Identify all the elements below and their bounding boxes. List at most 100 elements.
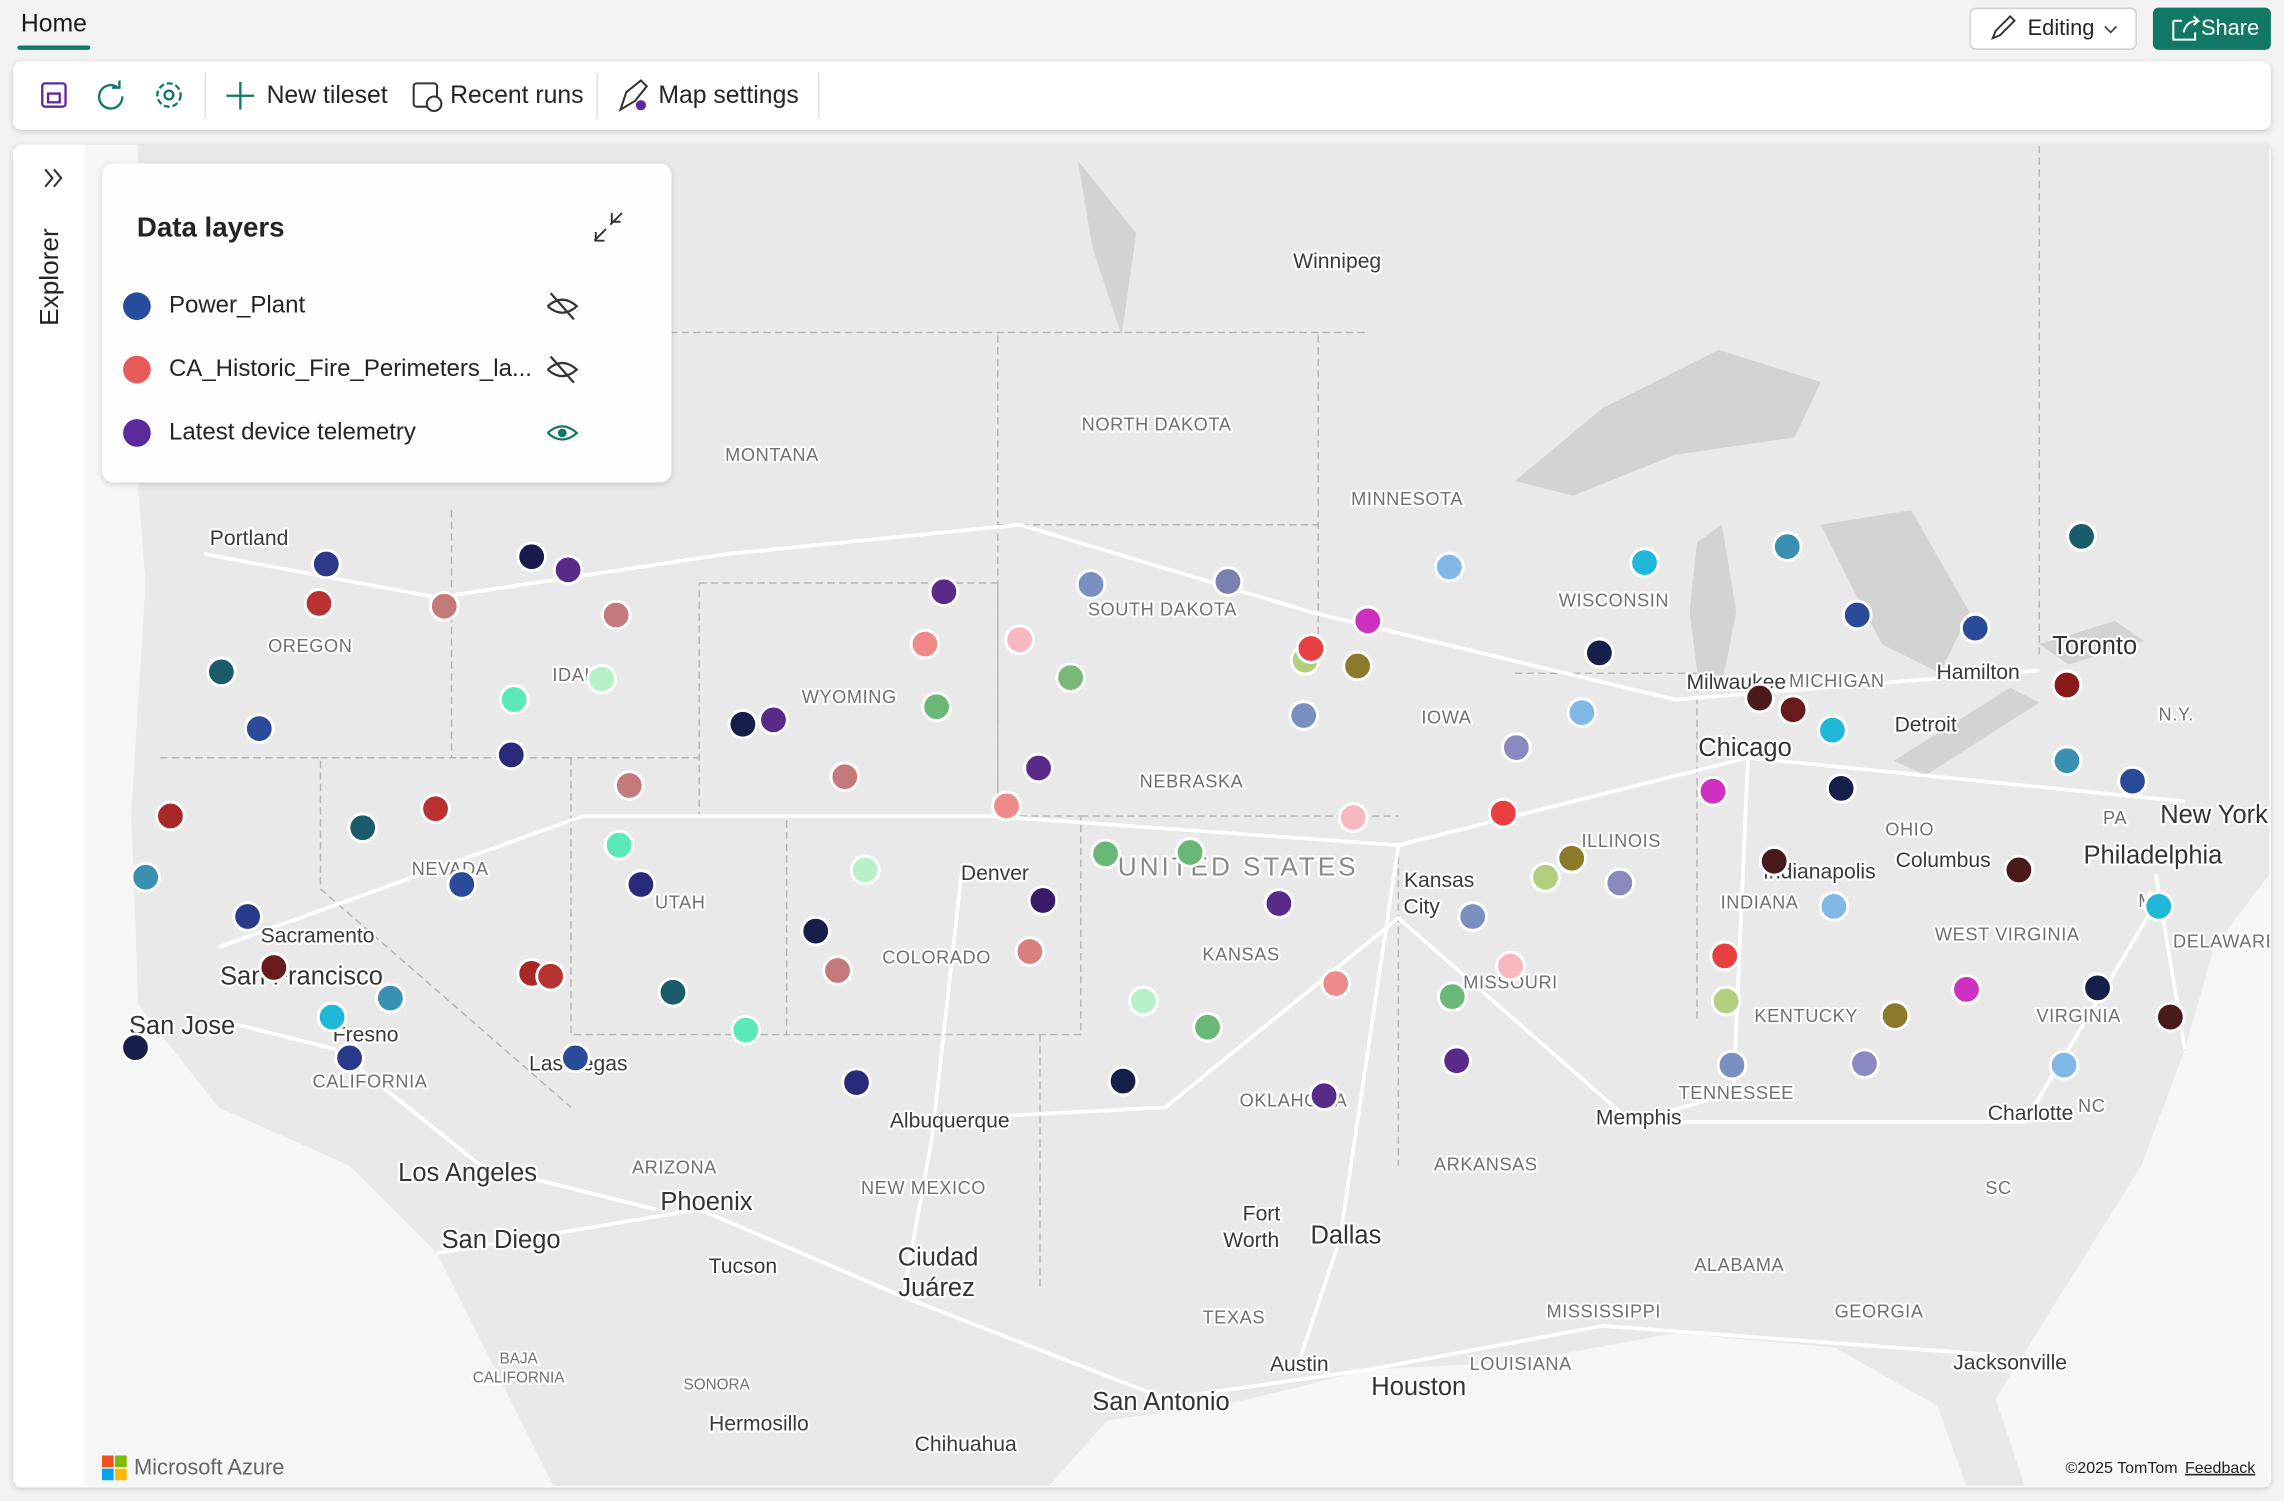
telemetry-point[interactable] <box>2143 891 2175 922</box>
telemetry-point[interactable] <box>991 790 1022 822</box>
telemetry-point[interactable] <box>1212 566 1244 597</box>
layer-name[interactable]: Latest device telemetry <box>169 418 416 445</box>
telemetry-point[interactable] <box>758 704 789 736</box>
telemetry-point[interactable] <box>1436 981 1468 1012</box>
telemetry-point[interactable] <box>1457 901 1488 932</box>
telemetry-point[interactable] <box>1959 612 1991 644</box>
telemetry-point[interactable] <box>498 684 530 715</box>
telemetry-point[interactable] <box>1342 650 1373 682</box>
telemetry-point[interactable] <box>800 915 832 947</box>
telemetry-point[interactable] <box>1744 682 1775 714</box>
telemetry-point[interactable] <box>2051 669 2083 701</box>
telemetry-point[interactable] <box>1818 891 1850 922</box>
hidden-icon[interactable] <box>546 292 579 321</box>
visible-icon[interactable] <box>546 425 579 441</box>
telemetry-point[interactable] <box>428 590 460 622</box>
telemetry-point[interactable] <box>1584 637 1615 669</box>
telemetry-point[interactable] <box>303 588 335 619</box>
telemetry-point[interactable] <box>1817 714 1848 746</box>
telemetry-point[interactable] <box>1951 974 1982 1005</box>
telemetry-point[interactable] <box>243 713 275 744</box>
telemetry-point[interactable] <box>730 1014 762 1046</box>
telemetry-point[interactable] <box>1014 936 1046 967</box>
telemetry-point[interactable] <box>258 952 290 983</box>
save-icon[interactable] <box>41 82 67 108</box>
telemetry-point[interactable] <box>603 829 635 861</box>
telemetry-point[interactable] <box>613 770 645 801</box>
telemetry-point[interactable] <box>560 1042 591 1074</box>
telemetry-point[interactable] <box>1710 985 1742 1017</box>
telemetry-point[interactable] <box>2066 521 2097 552</box>
telemetry-point[interactable] <box>535 960 566 992</box>
telemetry-point[interactable] <box>334 1042 365 1074</box>
feedback-link[interactable]: Feedback <box>2185 1459 2256 1477</box>
telemetry-point[interactable] <box>586 663 617 695</box>
telemetry-point[interactable] <box>1604 867 1636 899</box>
telemetry-point[interactable] <box>600 599 632 631</box>
telemetry-point[interactable] <box>1825 773 1857 804</box>
home-tab[interactable]: Home <box>21 11 87 38</box>
telemetry-point[interactable] <box>1841 599 1873 631</box>
telemetry-point[interactable] <box>1771 531 1803 562</box>
telemetry-point[interactable] <box>206 656 237 688</box>
telemetry-point[interactable] <box>1777 694 1809 726</box>
telemetry-point[interactable] <box>2082 972 2113 1004</box>
telemetry-point[interactable] <box>310 548 342 580</box>
explorer-tab[interactable]: Explorer <box>34 228 64 326</box>
telemetry-point[interactable] <box>155 800 186 832</box>
telemetry-point[interactable] <box>375 982 406 1014</box>
telemetry-point[interactable] <box>1027 885 1059 916</box>
telemetry-point[interactable] <box>921 691 952 723</box>
telemetry-point[interactable] <box>822 955 853 986</box>
refresh-icon[interactable] <box>97 80 124 110</box>
telemetry-point[interactable] <box>1629 547 1660 578</box>
telemetry-point[interactable] <box>1107 1065 1139 1097</box>
telemetry-point[interactable] <box>2051 745 2083 776</box>
telemetry-point[interactable] <box>1441 1045 1472 1077</box>
telemetry-point[interactable] <box>841 1067 872 1098</box>
telemetry-point[interactable] <box>552 554 584 586</box>
telemetry-point[interactable] <box>829 761 861 793</box>
telemetry-point[interactable] <box>727 708 759 740</box>
telemetry-point[interactable] <box>625 869 657 900</box>
telemetry-point[interactable] <box>1849 1048 1880 1079</box>
telemetry-point[interactable] <box>1263 888 1295 919</box>
telemetry-point[interactable] <box>2155 1001 2186 1033</box>
telemetry-point[interactable] <box>2117 765 2148 797</box>
telemetry-point[interactable] <box>1023 752 1054 784</box>
map[interactable]: Winnipeg NORTH DAKOTA MONTANA MINNESOTA Port… <box>84 144 2278 1487</box>
expand-explorer[interactable] <box>44 168 63 188</box>
telemetry-point[interactable] <box>120 1032 151 1063</box>
telemetry-point[interactable] <box>1487 797 1519 829</box>
telemetry-point[interactable] <box>232 901 263 932</box>
telemetry-point[interactable] <box>347 812 378 843</box>
telemetry-point[interactable] <box>849 854 881 886</box>
layer-name[interactable]: Power_Plant <box>169 292 305 319</box>
telemetry-point[interactable] <box>1879 1000 1911 1031</box>
settings-icon[interactable] <box>156 82 182 108</box>
telemetry-point[interactable] <box>1556 842 1588 874</box>
telemetry-point[interactable] <box>2003 854 2035 886</box>
new-tileset-button[interactable]: New tileset <box>267 82 388 109</box>
collapse-icon[interactable] <box>593 212 623 242</box>
telemetry-point[interactable] <box>420 793 451 825</box>
telemetry-point[interactable] <box>1308 1080 1340 1112</box>
telemetry-point[interactable] <box>1352 605 1384 637</box>
hidden-icon[interactable] <box>546 355 579 384</box>
telemetry-point[interactable] <box>928 576 960 608</box>
telemetry-point[interactable] <box>1434 551 1465 583</box>
telemetry-point[interactable] <box>316 1001 348 1033</box>
telemetry-point[interactable] <box>1337 802 1369 833</box>
telemetry-point[interactable] <box>1055 662 1086 693</box>
telemetry-point[interactable] <box>1075 569 1107 600</box>
telemetry-point[interactable] <box>1501 732 1532 763</box>
telemetry-point[interactable] <box>909 628 941 660</box>
telemetry-point[interactable] <box>657 977 689 1008</box>
telemetry-point[interactable] <box>1004 624 1035 656</box>
telemetry-point[interactable] <box>1758 845 1790 877</box>
telemetry-point[interactable] <box>1128 985 1159 1017</box>
telemetry-point[interactable] <box>446 869 478 900</box>
telemetry-point[interactable] <box>1192 1011 1223 1043</box>
telemetry-point[interactable] <box>1288 700 1319 731</box>
telemetry-point[interactable] <box>1697 775 1729 807</box>
